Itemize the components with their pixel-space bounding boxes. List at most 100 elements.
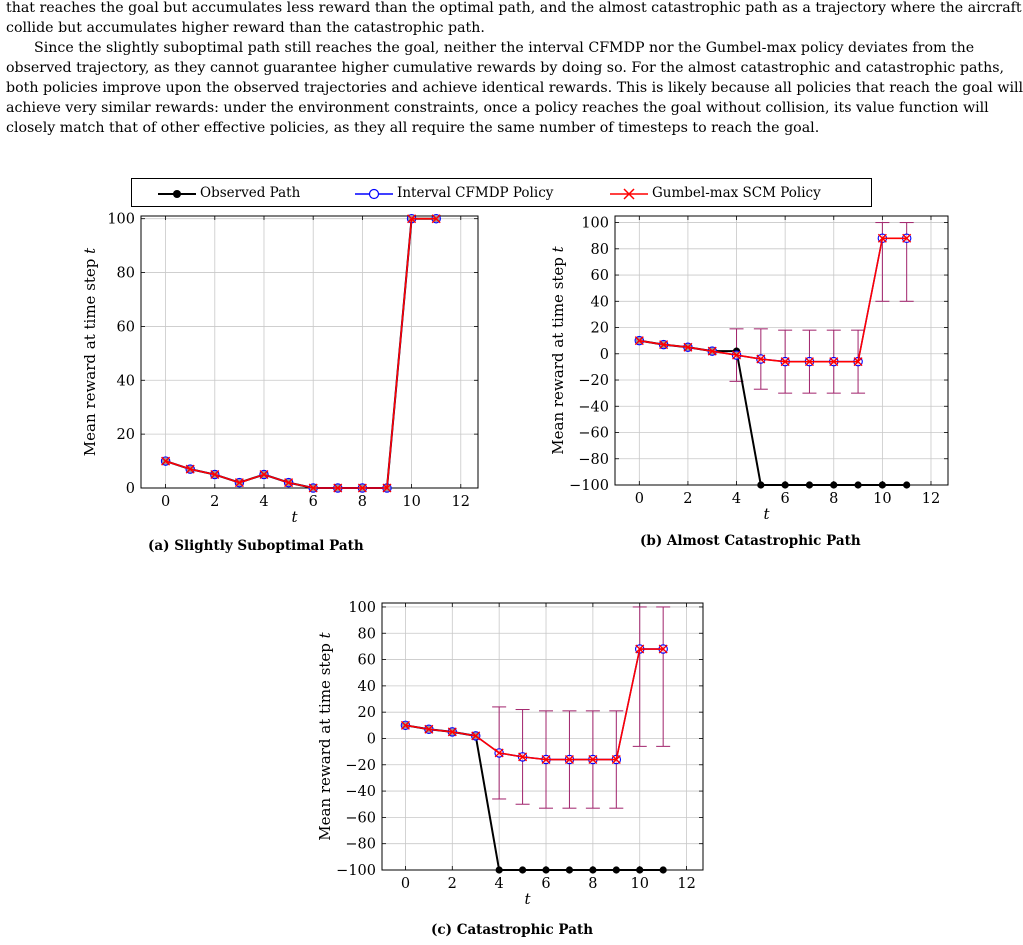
data-point [542, 866, 550, 874]
y-tick-label: 80 [358, 626, 376, 642]
chart-legend: Observed Path Interval CFMDP Policy Gumb… [131, 178, 872, 207]
x-tick-label: 2 [210, 494, 219, 510]
x-tick-label: 12 [922, 491, 940, 507]
data-point [447, 727, 457, 737]
plot-frame [381, 602, 704, 871]
y-tick-label: 0 [126, 481, 135, 497]
legend-label: Observed Path [200, 185, 301, 201]
y-tick-label: −100 [569, 478, 609, 494]
data-point [659, 340, 669, 350]
x-tick-label: 6 [541, 876, 550, 892]
y-tick-label: −100 [336, 863, 376, 879]
legend-label: Interval CFMDP Policy [397, 185, 554, 201]
data-point [683, 342, 693, 352]
y-tick-label: −20 [578, 373, 609, 389]
x-tick-label: 4 [732, 491, 741, 507]
x-tick-label: 12 [452, 494, 470, 510]
data-point [732, 350, 742, 360]
paragraph-line: both policies improve upon the observed … [6, 80, 1023, 96]
y-tick-label: 100 [348, 600, 376, 616]
x-tick-label: 8 [588, 876, 597, 892]
series-line-2 [405, 648, 664, 761]
data-point [564, 755, 574, 765]
y-axis-label-var: t [549, 245, 567, 252]
y-tick-label: 40 [117, 373, 135, 389]
data-point [854, 481, 862, 489]
y-tick-label: 20 [117, 427, 135, 443]
data-point [805, 481, 814, 489]
series-line-0 [405, 724, 664, 871]
y-axis-label-var: t [316, 631, 334, 638]
y-tick-label: −60 [345, 810, 376, 826]
y-tick-label: 100 [581, 216, 609, 232]
x-tick-label: 8 [358, 494, 367, 510]
series-line-2 [639, 237, 907, 363]
x-tick-label: 0 [635, 491, 644, 507]
y-axis-label-text: Mean reward at time step [316, 638, 334, 840]
data-point [878, 481, 886, 489]
caption-a: (a) Slightly Suboptimal Path [148, 538, 364, 554]
circle-marker-icon [355, 188, 393, 200]
plot-frame [140, 215, 479, 489]
y-axis-label: Mean reward at time step t [81, 247, 99, 456]
data-point [308, 483, 318, 493]
data-point [588, 755, 598, 765]
y-tick-label: 60 [591, 268, 609, 284]
x-axis-label: t [763, 505, 770, 523]
data-point [471, 731, 481, 741]
data-point [494, 748, 504, 758]
paragraph-line: closely match that of other effective po… [6, 120, 820, 136]
data-point [877, 233, 887, 243]
plot-frame [614, 215, 949, 486]
y-tick-label: 100 [107, 212, 135, 228]
data-point [234, 478, 244, 488]
data-point [333, 483, 343, 493]
dot-marker-icon [158, 190, 196, 198]
series-line-2 [165, 217, 437, 489]
y-tick-label: 40 [358, 679, 376, 695]
data-point [829, 357, 839, 367]
series-line-1 [165, 217, 437, 489]
y-tick-label: 80 [117, 266, 135, 282]
data-point [284, 478, 294, 488]
x-tick-label: 4 [259, 494, 268, 510]
x-tick-label: 8 [829, 491, 838, 507]
data-point [634, 336, 644, 346]
paragraph-line: that reaches the goal but accumulates le… [6, 0, 1022, 16]
data-point [259, 470, 269, 480]
data-point [541, 755, 551, 765]
data-point [495, 866, 503, 874]
paragraph-line: collide but accumulates higher reward th… [6, 20, 485, 36]
x-tick-label: 12 [677, 876, 695, 892]
chart-b: 0 2 4 6 8 10 12−100−80−60−40−20020406080100tMe… [549, 215, 949, 523]
y-tick-label: 0 [367, 731, 376, 747]
body-paragraph: that reaches the goal but accumulates le… [6, 0, 1023, 138]
series-line-0 [165, 217, 437, 489]
data-point [781, 481, 789, 489]
y-tick-label: 40 [591, 294, 609, 310]
data-point [902, 233, 912, 243]
x-marker-icon [610, 188, 648, 200]
y-axis-label-text: Mean reward at time step [81, 254, 99, 456]
caption-b: (b) Almost Catastrophic Path [640, 533, 861, 549]
data-point [853, 357, 863, 367]
data-point [357, 483, 367, 493]
data-point [659, 866, 667, 874]
data-point [424, 724, 434, 734]
paragraph-line: observed trajectory, as they cannot guar… [6, 60, 1005, 76]
x-tick-label: 4 [495, 876, 504, 892]
x-tick-label: 2 [683, 491, 692, 507]
x-tick-label: 0 [401, 876, 410, 892]
x-axis-label: t [291, 508, 298, 526]
series-line-1 [639, 237, 907, 363]
data-point [431, 214, 441, 224]
y-tick-label: 80 [591, 242, 609, 258]
data-point [518, 866, 527, 874]
data-point [804, 357, 814, 367]
x-axis-label: t [524, 890, 531, 908]
data-point [780, 357, 790, 367]
caption-c: (c) Catastrophic Path [431, 922, 594, 938]
y-tick-label: −40 [345, 784, 376, 800]
